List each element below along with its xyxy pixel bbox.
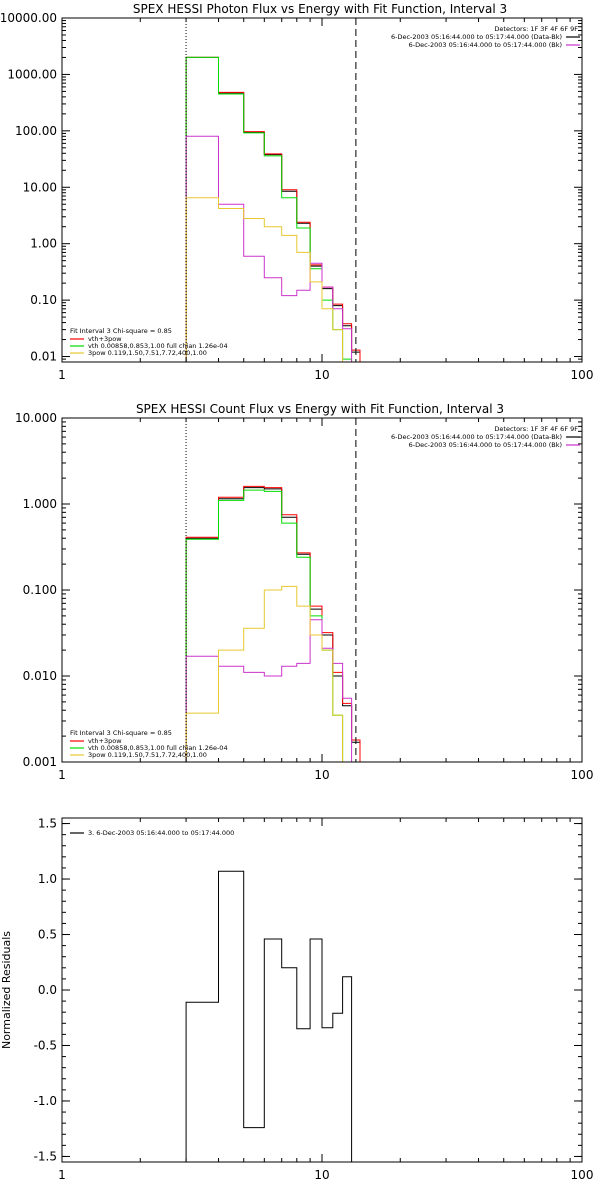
info-line: 6-Dec-2003 05:16:44.000 to 05:17:44.000 … [391,433,562,441]
y-tick-label: -1.0 [34,1094,57,1108]
legend-header: Fit Interval 3 Chi-square = 0.85 [70,729,172,737]
axes: 1 10 100 0.001 0.010 0.100 1.000 10.000 [15,411,593,782]
reference-lines [185,18,357,362]
y-tick-label: 1.00 [30,237,57,251]
y-tick-label: -1.5 [34,1149,57,1163]
fit-legend: Fit Interval 3 Chi-square = 0.85 vth+3po… [70,327,228,357]
legend-header: Fit Interval 3 Chi-square = 0.85 [70,327,172,335]
info-line: 6-Dec-2003 05:16:44.000 to 05:17:44.000 … [409,41,562,49]
legend-label: vth 0.00858,0.853,1.00 full chian 1.26e-… [88,744,228,752]
axes: 1 10 100 0.01 0.10 1.00 10.00 100.00 1000.00 1000… [0,11,593,382]
legend-label: vth+3pow [88,335,122,343]
x-tick-label: 10 [314,368,329,382]
y-tick-label: 10.000 [15,411,57,425]
x-tick-label: 10 [314,768,329,782]
histogram-series [185,56,361,362]
x-tick-label: 100 [571,1168,594,1182]
y-tick-label: 0.0 [38,983,57,997]
info-line: 6-Dec-2003 05:16:44.000 to 05:17:44.000 … [409,441,562,449]
histogram-series [185,197,352,363]
y-tick-label: -0.5 [34,1038,57,1052]
x-tick-label: 10 [314,1168,329,1182]
y-tick-label: 1.0 [38,872,57,886]
legend-label: 3pow 0.119,1.50,7.51,7.72,400,1.00 [88,751,207,759]
histogram-series [185,135,353,362]
x-tick-label: 100 [571,368,594,382]
y-tick-label: 1.000 [23,497,57,511]
histogram-series [185,56,361,362]
y-tick-label: 10.00 [23,180,57,194]
info-box: Detectors: 1F 3F 4F 6F 9F 6-Dec-2003 05:… [391,425,580,449]
histogram-series [185,487,361,762]
histogram-series [185,870,353,1162]
panel-title: SPEX HESSI Photon Flux vs Energy with Fi… [133,2,507,16]
legend-label: 3. 6-Dec-2003 05:16:44.000 to 05:17:44.0… [88,829,234,837]
plot-frame [61,17,583,363]
histogram-series [185,489,352,763]
y-tick-label: 0.010 [23,669,57,683]
photon-flux-panel: SPEX HESSI Photon Flux vs Energy with Fi… [0,2,593,382]
y-tick-label: 10000.00 [0,11,57,25]
legend-label: 3pow 0.119,1.50,7.51,7.72,400,1.00 [88,349,207,357]
legend-label: vth 0.00858,0.853,1.00 full chian 1.26e-… [88,342,228,350]
plot-frame [61,417,583,763]
y-tick-label: 0.001 [23,755,57,769]
y-tick-label: 0.5 [38,928,57,942]
y-tick-label: 0.100 [23,583,57,597]
histogram-series [185,585,352,763]
residual-legend: 3. 6-Dec-2003 05:16:44.000 to 05:17:44.0… [70,829,234,837]
residuals-panel: 1 10 100 -1.5 -1.0 -0.5 0.0 0.5 1.0 1.5 Normalize… [0,817,593,1182]
info-box: Detectors: 1F 3F 4F 6F 9F 6-Dec-2003 05:… [391,25,580,49]
x-tick-label: 1 [58,1168,66,1182]
info-line: Detectors: 1F 3F 4F 6F 9F [494,425,578,433]
y-tick-label: 0.01 [30,350,57,364]
x-tick-label: 100 [571,768,594,782]
y-axis-label: Normalized Residuals [0,931,13,1049]
x-tick-label: 1 [58,768,66,782]
series-layer [185,56,361,363]
histogram-series [185,485,361,762]
panel-title: SPEX HESSI Count Flux vs Energy with Fit… [136,402,504,416]
series-layer [185,485,361,763]
y-tick-label: 100.00 [15,124,57,138]
fit-legend: Fit Interval 3 Chi-square = 0.85 vth+3po… [70,729,228,759]
y-tick-label: 0.10 [30,293,57,307]
reference-lines [185,418,357,762]
axes: 1 10 100 -1.5 -1.0 -0.5 0.0 0.5 1.0 1.5 [34,817,594,1182]
legend-label: vth+3pow [88,737,122,745]
series-layer [185,870,353,1162]
histogram-series [185,619,353,762]
y-tick-label: 1.5 [38,817,57,831]
histogram-series [185,56,353,362]
x-tick-label: 1 [58,368,66,382]
info-line: Detectors: 1F 3F 4F 6F 9F [494,25,578,33]
y-tick-label: 1000.00 [7,67,57,81]
info-line: 6-Dec-2003 05:16:44.000 to 05:17:44.000 … [391,33,562,41]
count-flux-panel: SPEX HESSI Count Flux vs Energy with Fit… [15,402,593,782]
